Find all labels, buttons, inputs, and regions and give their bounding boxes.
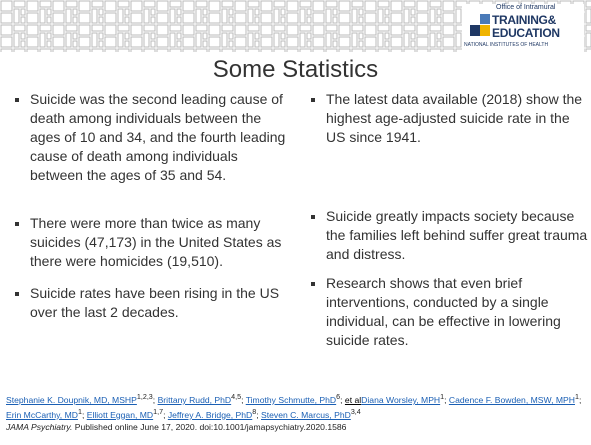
bullet: Research shows that even brief intervent…	[326, 274, 588, 350]
separator: ;	[578, 394, 582, 405]
title: Some Statistics	[212, 56, 379, 83]
author-link[interactable]: et al	[344, 394, 362, 405]
authors: Stephanie K. Doupnik, MD, MSHP1,2,3; Bri…	[6, 391, 591, 421]
citation: Stephanie K. Doupnik, MD, MSHP1,2,3; Bri…	[6, 391, 591, 433]
author-link[interactable]: Elliott Eggan, MD	[86, 409, 154, 420]
separator: ;	[163, 409, 168, 420]
separator: ;	[152, 394, 158, 405]
logo-line: Office of Intramural	[496, 4, 556, 11]
separator: ;	[444, 394, 449, 405]
details: Published online June 17, 2020. doi:10.1…	[72, 421, 347, 432]
bullet: Suicide was the second leading cause of …	[30, 90, 292, 185]
logo-line: TRAINING&	[492, 13, 556, 27]
bullet: Suicide greatly impacts society because …	[326, 207, 588, 264]
affiliation: 8	[252, 407, 257, 416]
logo: Office of Intramural TRAINING& EDUCATION…	[462, 4, 584, 54]
bullet: The latest data available (2018) show th…	[326, 90, 588, 147]
affiliation: 4,5	[231, 393, 242, 401]
author-link[interactable]: Jeffrey A. Bridge, PhD	[167, 409, 253, 420]
author-link[interactable]: Timothy Schmutte, PhD	[245, 394, 337, 405]
affiliation: 1	[77, 407, 82, 416]
affiliation: 1,7	[153, 407, 164, 416]
affiliation: 1	[440, 393, 445, 401]
bullet: There were more than twice as many suici…	[30, 214, 292, 271]
separator: ;	[241, 394, 246, 405]
separator: ;	[256, 409, 262, 420]
bullet: Suicide rates have been rising in the US…	[30, 284, 292, 322]
author-link[interactable]: Diana Worsley, MPH	[361, 394, 441, 405]
affiliation: 1,2,3	[136, 393, 153, 401]
logo-line: EDUCATION	[492, 26, 560, 40]
separator: ;	[340, 394, 345, 405]
affiliation: 3,4	[350, 407, 361, 416]
separator: ;	[81, 409, 87, 420]
author-link[interactable]: Stephanie K. Doupnik, MD, MSHP	[6, 394, 137, 405]
author-link[interactable]: Cadence F. Bowden, MSW, MPH	[448, 394, 575, 405]
affiliation: 1	[575, 393, 579, 401]
logo-line: NATIONAL INSTITUTES OF HEALTH	[464, 42, 549, 48]
author-link[interactable]: Steven C. Marcus, PhD	[261, 409, 351, 420]
author-link[interactable]: Brittany Rudd, PhD	[157, 394, 232, 405]
author-link[interactable]: Erin McCarthy, MD	[6, 409, 78, 420]
logo-icon	[470, 14, 490, 36]
affiliation: 6	[336, 393, 341, 401]
journal: JAMA Psychiatry.	[6, 421, 73, 432]
journal-line: JAMA Psychiatry. Published online June 1…	[6, 421, 591, 433]
